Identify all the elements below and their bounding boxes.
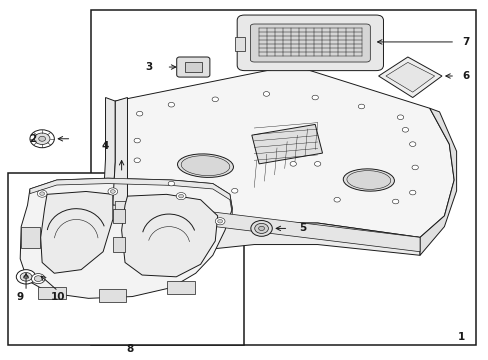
Circle shape [168, 102, 174, 107]
Circle shape [136, 111, 142, 116]
Text: 5: 5 [299, 224, 306, 233]
Bar [113, 237, 125, 252]
Circle shape [178, 194, 183, 198]
Circle shape [37, 190, 47, 197]
Polygon shape [41, 192, 113, 273]
Circle shape [34, 276, 42, 282]
Circle shape [358, 104, 364, 109]
Circle shape [212, 97, 218, 102]
Polygon shape [419, 108, 456, 255]
Circle shape [397, 115, 403, 120]
Polygon shape [108, 216, 419, 255]
Text: 6: 6 [462, 71, 469, 81]
Circle shape [409, 142, 415, 147]
Circle shape [23, 275, 28, 279]
Circle shape [333, 197, 340, 202]
Polygon shape [385, 62, 434, 92]
Bar [184, 62, 202, 72]
Text: 9: 9 [17, 292, 24, 302]
Circle shape [110, 190, 115, 193]
Polygon shape [251, 125, 322, 164]
Circle shape [40, 192, 44, 195]
Bar [99, 289, 126, 302]
Circle shape [217, 220, 222, 223]
Circle shape [263, 91, 269, 96]
Circle shape [402, 127, 408, 132]
Circle shape [314, 162, 320, 166]
Polygon shape [20, 178, 232, 298]
Text: 7: 7 [462, 37, 469, 47]
Circle shape [311, 95, 318, 100]
Circle shape [409, 190, 415, 195]
Circle shape [30, 130, 54, 148]
Text: 2: 2 [29, 134, 36, 144]
FancyBboxPatch shape [237, 15, 383, 71]
Polygon shape [115, 202, 419, 252]
Circle shape [134, 138, 140, 143]
Circle shape [168, 181, 174, 186]
Polygon shape [30, 178, 232, 214]
Bar [91, 10, 475, 345]
Bar [234, 37, 245, 51]
Circle shape [231, 188, 238, 193]
Circle shape [20, 273, 32, 281]
FancyBboxPatch shape [250, 24, 369, 62]
Bar [38, 287, 65, 300]
Circle shape [108, 188, 118, 195]
Circle shape [176, 193, 185, 200]
Circle shape [16, 270, 36, 284]
Circle shape [392, 199, 398, 204]
Circle shape [39, 136, 45, 141]
Text: 1: 1 [457, 332, 464, 342]
FancyBboxPatch shape [176, 57, 209, 77]
Circle shape [250, 221, 272, 236]
Circle shape [289, 162, 296, 166]
Text: 3: 3 [145, 62, 153, 72]
Ellipse shape [181, 156, 229, 176]
Circle shape [34, 133, 50, 144]
Bar [8, 173, 244, 345]
Text: 10: 10 [51, 292, 65, 302]
Polygon shape [113, 65, 453, 237]
Circle shape [258, 226, 264, 230]
Polygon shape [113, 98, 127, 205]
Bar [113, 209, 125, 223]
Circle shape [134, 158, 140, 163]
Circle shape [411, 165, 417, 170]
Text: 8: 8 [126, 344, 133, 354]
Polygon shape [21, 226, 40, 248]
Bar [167, 282, 194, 294]
Polygon shape [378, 57, 441, 98]
Polygon shape [103, 98, 115, 230]
Circle shape [254, 224, 268, 233]
Circle shape [31, 274, 45, 284]
Ellipse shape [346, 171, 390, 189]
Ellipse shape [177, 154, 233, 177]
Ellipse shape [343, 169, 394, 191]
Polygon shape [122, 194, 217, 277]
Circle shape [215, 218, 224, 225]
Text: 4: 4 [102, 141, 109, 151]
